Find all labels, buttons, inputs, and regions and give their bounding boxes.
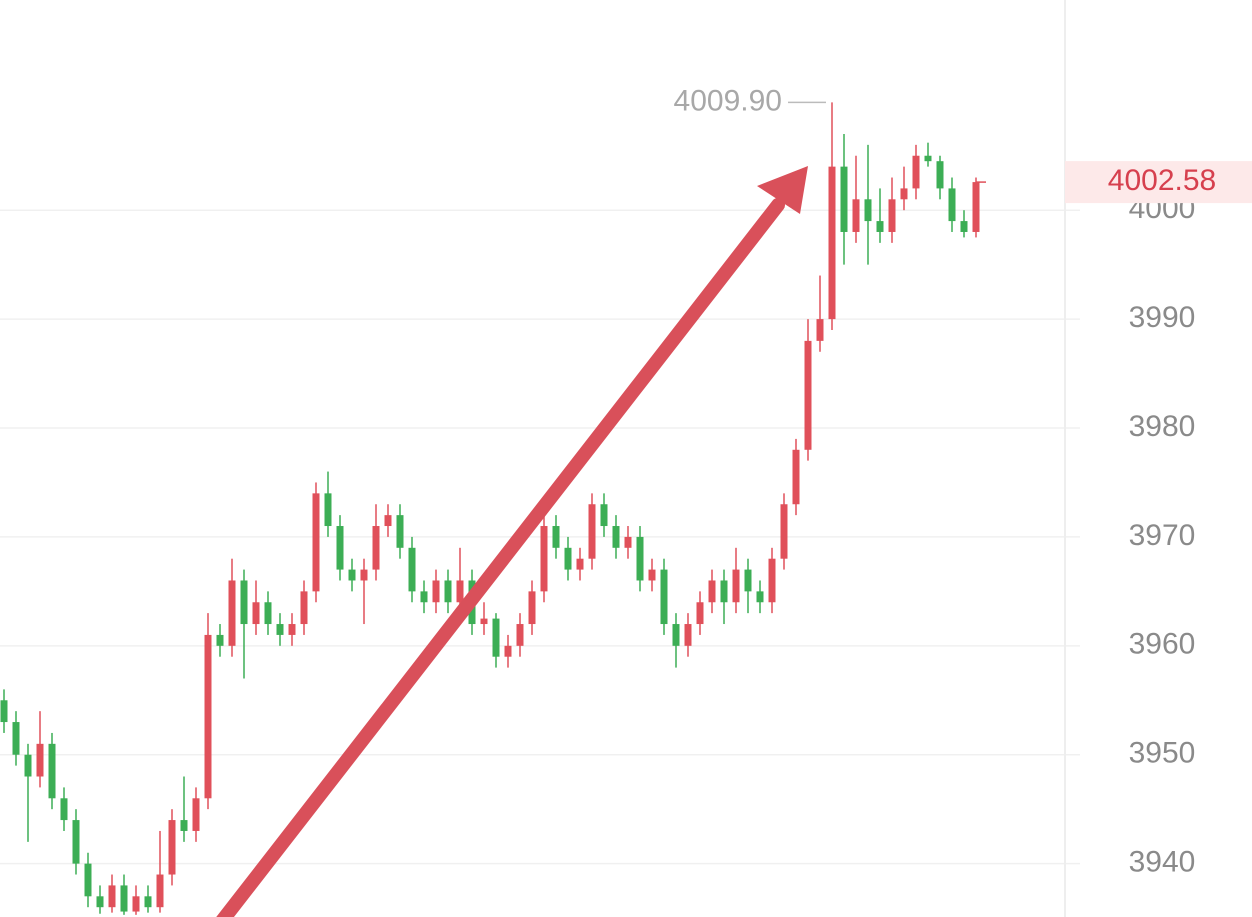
y-tick-label: 3960	[1129, 628, 1196, 661]
candle-body	[252, 602, 260, 625]
candles	[0, 102, 980, 915]
candle-body	[240, 580, 248, 625]
candle-body	[372, 526, 380, 570]
y-tick-label: 3970	[1129, 519, 1196, 552]
candle-body	[312, 493, 320, 592]
candle-body	[636, 536, 644, 581]
candle-body	[624, 536, 632, 548]
candle-body	[60, 798, 68, 821]
candle-body	[156, 874, 164, 908]
labels: 39403950396039703980399040004009.904002.…	[674, 84, 1252, 879]
candle-body	[36, 743, 44, 777]
candle-body	[972, 182, 980, 232]
candle-body	[708, 580, 716, 603]
candle-body	[504, 645, 512, 657]
y-tick-label: 3980	[1129, 410, 1196, 443]
candle-body	[828, 166, 836, 320]
candle-body	[564, 547, 572, 570]
candle-body	[204, 634, 212, 799]
arrow-head	[757, 166, 808, 214]
candle-body	[348, 569, 356, 581]
candle-body	[276, 624, 284, 635]
candle-body	[180, 820, 188, 831]
candle-body	[48, 743, 56, 799]
candle-body	[552, 526, 560, 548]
grid	[0, 209, 1080, 865]
candle-body	[192, 798, 200, 831]
candle-body	[288, 624, 296, 635]
last-price-label: 4002.58	[1108, 164, 1216, 197]
candle-body	[396, 515, 404, 548]
candle-body	[900, 188, 908, 200]
y-tick-label: 3990	[1129, 301, 1196, 334]
candle-body	[780, 504, 788, 559]
candle-body	[852, 199, 860, 232]
candle-body	[24, 754, 32, 777]
candle-body	[456, 580, 464, 603]
candle-body	[696, 602, 704, 625]
candle-body	[588, 504, 596, 559]
candle-body	[792, 449, 800, 505]
candle-body	[756, 591, 764, 603]
candle-body	[384, 515, 392, 527]
candle-body	[864, 199, 872, 222]
candle-body	[876, 221, 884, 232]
candle-body	[72, 820, 80, 864]
candle-body	[324, 493, 332, 527]
candle-body	[576, 558, 584, 570]
candle-body	[768, 558, 776, 603]
candle-body	[420, 591, 428, 603]
candle-body	[168, 820, 176, 875]
arrow-shaft	[216, 198, 785, 917]
candle-body	[600, 504, 608, 527]
candle-body	[660, 569, 668, 625]
y-tick-label: 3940	[1129, 846, 1196, 879]
candle-body	[480, 618, 488, 625]
candle-body	[432, 580, 440, 603]
candle-body	[300, 591, 308, 625]
y-tick-label: 3950	[1129, 737, 1196, 770]
last-price-bg	[1065, 161, 1252, 204]
trend-arrow	[216, 166, 808, 917]
max-label: 4009.90	[674, 84, 782, 117]
candle-body	[648, 569, 656, 581]
candle-body	[732, 569, 740, 603]
candle-body	[612, 526, 620, 548]
candle-body	[336, 526, 344, 570]
candle-body	[816, 319, 824, 341]
candle-body	[684, 624, 692, 646]
candle-body	[924, 155, 932, 162]
candle-body	[12, 722, 20, 755]
candle-body	[144, 896, 152, 908]
candle-body	[228, 580, 236, 646]
candle-body	[744, 569, 752, 592]
candle-body	[120, 885, 128, 912]
candle-body	[960, 221, 968, 232]
candle-body	[672, 624, 680, 646]
candle-body	[888, 199, 896, 232]
candle-body	[840, 166, 848, 232]
candle-body	[492, 618, 500, 657]
candle-body	[0, 700, 8, 723]
candle-body	[444, 580, 452, 603]
candle-body	[360, 569, 368, 581]
candle-body	[216, 634, 224, 646]
candle-body	[408, 547, 416, 592]
candle-body	[108, 885, 116, 908]
candle-body	[936, 161, 944, 189]
candle-body	[804, 340, 812, 450]
candle-body	[516, 624, 524, 646]
candle-body	[96, 896, 104, 908]
candle-body	[912, 155, 920, 189]
candle-body	[264, 602, 272, 625]
candle-body	[540, 526, 548, 592]
candle-body	[132, 896, 140, 912]
candle-body	[84, 863, 92, 897]
candle-body	[528, 591, 536, 625]
candle-body	[720, 580, 728, 603]
candle-body	[948, 188, 956, 222]
